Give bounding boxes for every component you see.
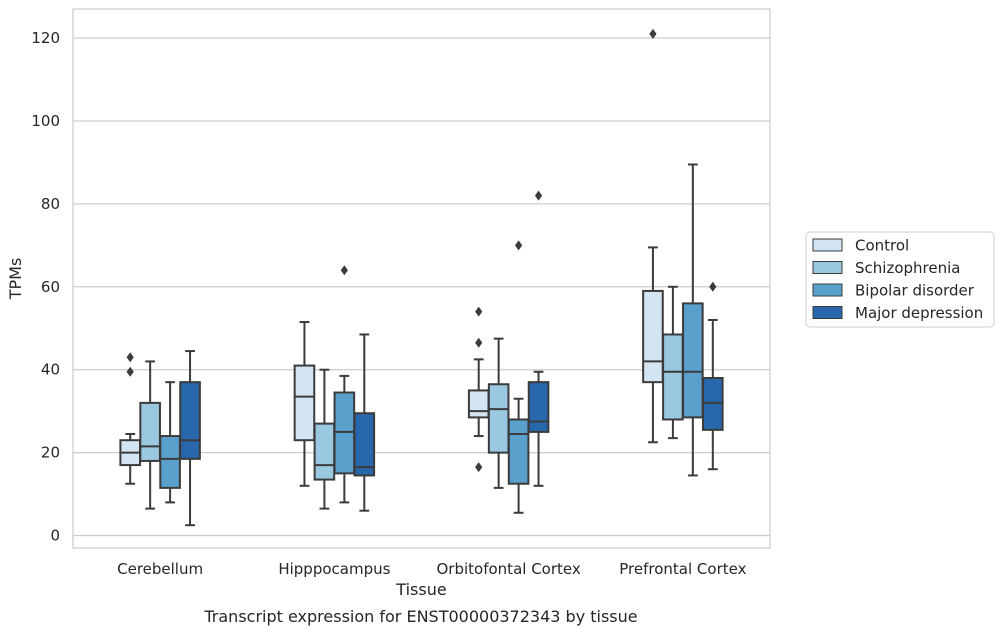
x-tick-label-hipppocampus: Hipppocampus bbox=[278, 560, 390, 578]
box-hipppocampus-control bbox=[293, 321, 316, 487]
box-iqr bbox=[353, 412, 376, 477]
box-cerebellum-bipolar-disorder bbox=[159, 381, 181, 504]
legend-frame bbox=[805, 231, 995, 328]
box-cerebellum-control bbox=[119, 352, 142, 485]
box-iqr bbox=[702, 377, 724, 431]
box-iqr bbox=[159, 435, 181, 489]
outlier-point bbox=[515, 240, 523, 251]
box-iqr bbox=[527, 381, 550, 433]
y-tick-label: 100 bbox=[31, 112, 60, 130]
legend-label: Major depression bbox=[855, 304, 983, 322]
outlier-point bbox=[475, 306, 483, 317]
box-orbitofontal-cortex-bipolar-disorder bbox=[507, 240, 530, 514]
outlier-point bbox=[475, 337, 483, 348]
y-axis-label: TPMs bbox=[6, 258, 25, 301]
box-prefrontal-cortex-schizophrenia bbox=[662, 285, 684, 440]
box-iqr bbox=[179, 381, 201, 460]
y-tick-label: 80 bbox=[41, 195, 60, 213]
y-tick-label: 0 bbox=[50, 527, 60, 545]
legend-item-schizophrenia: Schizophrenia bbox=[812, 259, 960, 277]
legend-label: Bipolar disorder bbox=[855, 282, 975, 300]
box-cerebellum-schizophrenia bbox=[139, 360, 161, 510]
box-hipppocampus-major-depression bbox=[353, 333, 376, 512]
outlier-point bbox=[126, 366, 134, 377]
y-tick-label: 20 bbox=[41, 444, 60, 462]
box-iqr bbox=[139, 401, 161, 462]
legend-swatch bbox=[812, 238, 843, 252]
box-orbitofontal-cortex-control bbox=[467, 306, 490, 473]
y-axis-ticks: 0 20 40 60 80 100 120 bbox=[31, 29, 60, 545]
legend-item-major-depression: Major depression bbox=[812, 304, 983, 322]
box-cerebellum-major-depression bbox=[179, 350, 201, 527]
legend-label: Control bbox=[855, 237, 909, 255]
y-tick-label: 120 bbox=[31, 29, 60, 47]
legend: Control Schizophrenia Bipolar disorder Majo… bbox=[805, 231, 995, 328]
box-iqr bbox=[682, 302, 704, 419]
box-iqr bbox=[313, 422, 336, 481]
plot-boxes bbox=[119, 28, 724, 527]
box-orbitofontal-cortex-schizophrenia bbox=[487, 337, 510, 489]
outlier-point bbox=[709, 281, 717, 292]
box-iqr bbox=[293, 364, 316, 442]
box-hipppocampus-bipolar-disorder bbox=[333, 265, 356, 504]
outlier-point bbox=[649, 28, 657, 39]
legend-item-control: Control bbox=[812, 237, 909, 255]
box-prefrontal-cortex-control bbox=[642, 28, 664, 444]
x-tick-label-cerebellum: Cerebellum bbox=[117, 560, 203, 578]
box-iqr bbox=[467, 389, 490, 419]
box-hipppocampus-schizophrenia bbox=[313, 368, 336, 510]
box-orbitofontal-cortex-major-depression bbox=[527, 190, 550, 487]
outlier-point bbox=[126, 352, 134, 363]
outlier-point bbox=[534, 190, 543, 201]
y-tick-label: 40 bbox=[41, 361, 60, 379]
box-iqr bbox=[662, 333, 684, 421]
x-tick-label-prefrontal-cortex: Prefrontal Cortex bbox=[619, 560, 746, 578]
box-iqr bbox=[487, 383, 510, 454]
x-axis-label: Tissue bbox=[395, 580, 446, 599]
legend-swatch bbox=[812, 306, 843, 319]
chart-caption: Transcript expression for ENST0000037234… bbox=[203, 607, 637, 626]
box-iqr bbox=[333, 391, 356, 475]
legend-swatch bbox=[812, 283, 843, 297]
box-iqr bbox=[642, 289, 664, 384]
box-prefrontal-cortex-major-depression bbox=[702, 281, 724, 471]
box-iqr bbox=[507, 418, 530, 485]
plot-frame bbox=[72, 8, 771, 549]
y-tick-label: 60 bbox=[41, 278, 60, 296]
box-prefrontal-cortex-bipolar-disorder bbox=[682, 163, 704, 477]
outlier-point bbox=[340, 265, 348, 276]
outlier-point bbox=[475, 462, 483, 473]
legend-item-bipolar-disorder: Bipolar disorder bbox=[812, 282, 975, 300]
x-axis-ticks: Cerebellum Hipppocampus Orbitofontal Corte… bbox=[117, 560, 746, 578]
legend-label: Schizophrenia bbox=[855, 259, 960, 277]
legend-swatch bbox=[812, 261, 843, 274]
x-tick-label-orbitofontal-cortex: Orbitofontal Cortex bbox=[437, 560, 581, 578]
